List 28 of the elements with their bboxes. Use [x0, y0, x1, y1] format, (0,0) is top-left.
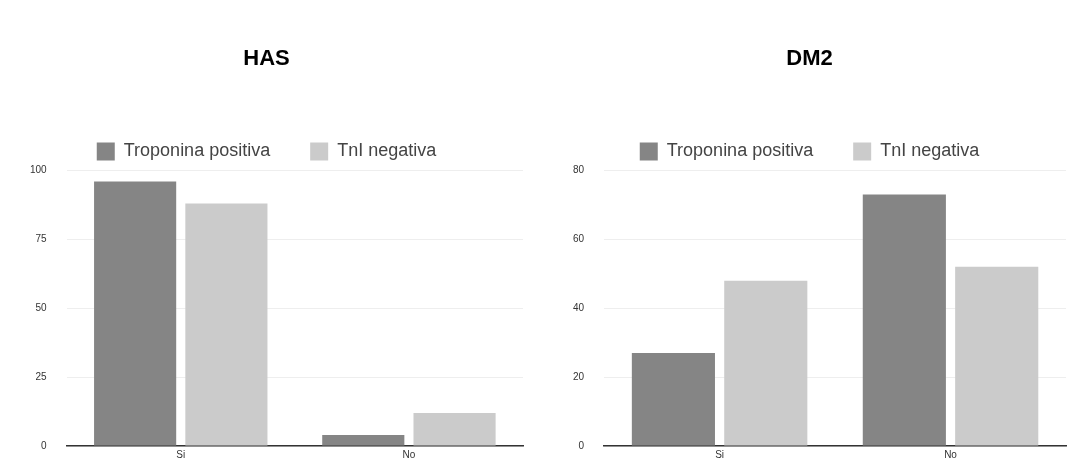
y-tick-label: 25 — [35, 370, 48, 382]
legend-label: Troponina positiva — [666, 140, 815, 161]
x-tick-label: Si — [176, 448, 186, 460]
chart-title: HAS — [243, 45, 290, 71]
chart-title: DM2 — [786, 45, 833, 71]
y-tick-label: 20 — [573, 370, 585, 382]
y-tick-label: 40 — [573, 301, 585, 313]
bar — [185, 203, 268, 446]
y-tick-label: 50 — [35, 301, 48, 313]
bar — [724, 280, 808, 446]
y-tick-label: 0 — [578, 439, 585, 451]
bar — [955, 266, 1039, 446]
legend-label: TnI negativa — [880, 140, 981, 161]
bar — [94, 181, 177, 446]
bar — [413, 412, 496, 446]
x-tick-label: No — [402, 448, 416, 460]
bar — [862, 194, 946, 446]
y-tick-label: 60 — [573, 233, 585, 245]
y-tick-label: 75 — [35, 233, 48, 245]
legend-label: Troponina positiva — [123, 140, 272, 161]
x-tick-label: Si — [715, 448, 725, 460]
x-tick-label: No — [944, 448, 958, 460]
y-tick-label: 0 — [41, 439, 48, 451]
legend-label: TnI negativa — [337, 140, 438, 161]
bar — [631, 352, 715, 446]
y-tick-label: 80 — [573, 164, 585, 176]
y-tick-label: 100 — [30, 164, 48, 176]
bar — [322, 434, 405, 446]
